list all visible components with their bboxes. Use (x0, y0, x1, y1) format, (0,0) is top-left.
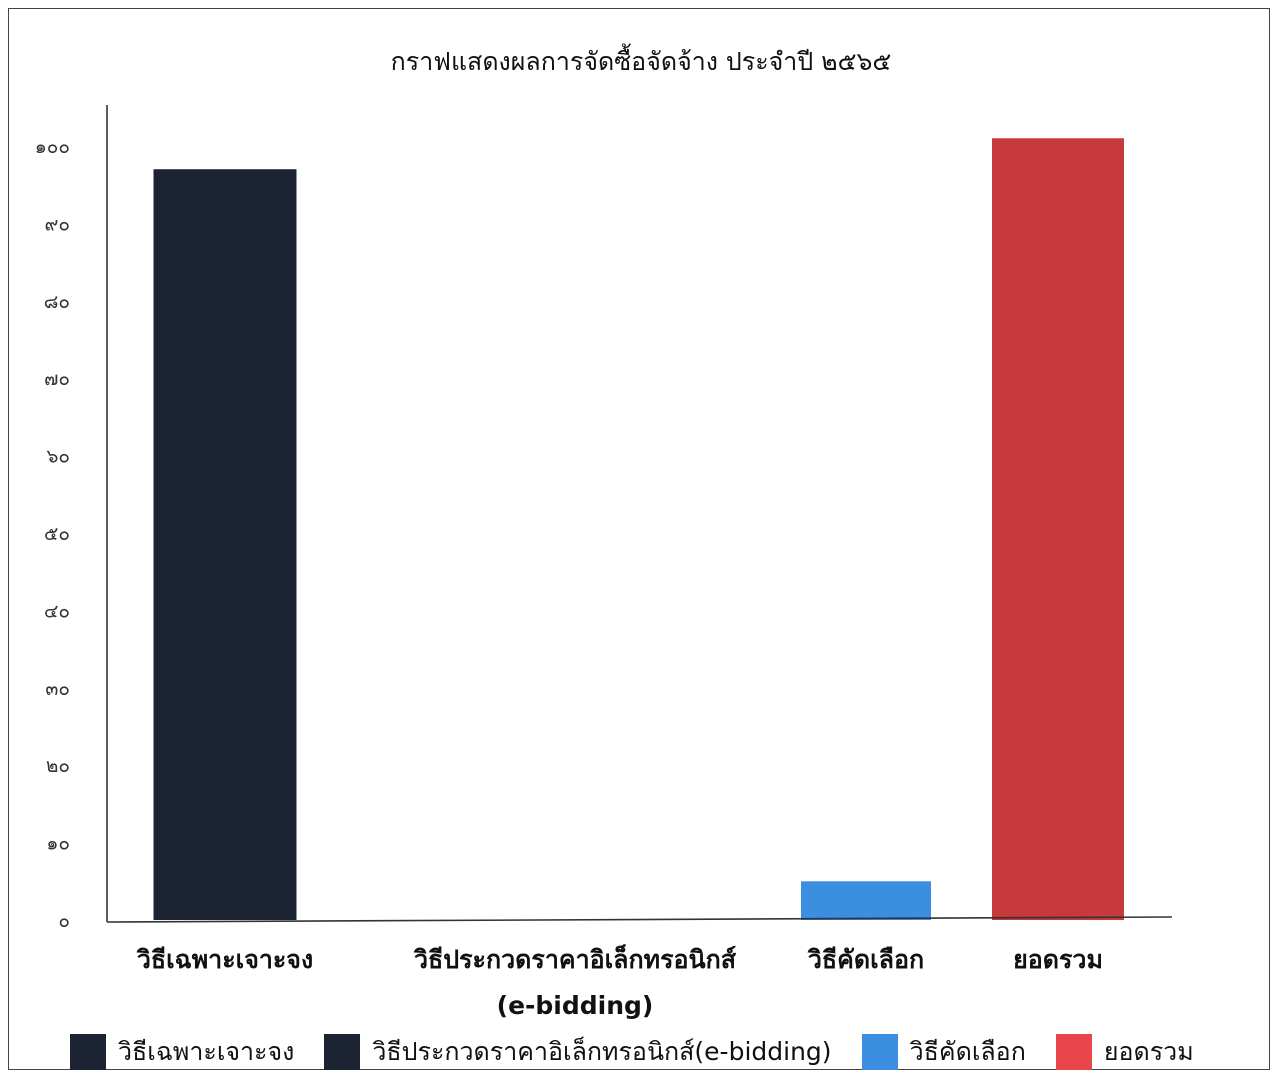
y-tick-label: ๒๐ (46, 755, 70, 777)
legend: วิธีเฉพาะเจาะจง วิธีประกวดราคาอิเล็กทรอนิ… (70, 1030, 1250, 1074)
x-tick-label: วิธีประกวดราคาอิเล็กทรอนิกส์ (e-bidding) (365, 937, 785, 1029)
y-tick-label: ๐ (58, 910, 70, 932)
x-tick-label-line: วิธีประกวดราคาอิเล็กทรอนิกส์ (413, 945, 737, 974)
y-tick-label: ๗๐ (44, 368, 70, 390)
legend-label: วิธีคัดเลือก (909, 1037, 1026, 1066)
bar-1 (153, 169, 297, 921)
x-tick-label: ยอดรวม (848, 937, 1268, 983)
legend-swatch (1055, 1034, 1092, 1070)
y-tick-label: ๑๐๐ (35, 136, 70, 158)
y-tick-label: ๓๐ (45, 678, 70, 700)
legend-item: ยอดรวม (1055, 1032, 1194, 1072)
legend-swatch (861, 1034, 898, 1070)
bar-3 (801, 881, 931, 920)
y-tick-label: ๙๐ (44, 213, 70, 235)
x-tick-label-line: วิธีคัดเลือก (807, 945, 925, 974)
legend-item: วิธีเฉพาะเจาะจง (70, 1032, 294, 1072)
legend-label: วิธีประกวดราคาอิเล็กทรอนิกส์(e-bidding) (372, 1037, 832, 1066)
x-tick-label-line: วิธีเฉพาะเจาะจง (136, 945, 314, 974)
x-tick-label: วิธีคัดเลือก (656, 937, 1076, 983)
x-axis-line (106, 916, 1173, 923)
x-tick-label: วิธีเฉพาะเจาะจง (15, 937, 435, 983)
legend-label: วิธีเฉพาะเจาะจง (118, 1037, 295, 1066)
legend-item: วิธีประกวดราคาอิเล็กทรอนิกส์(e-bidding) (324, 1032, 832, 1072)
y-tick-label: ๑๐ (46, 833, 70, 855)
y-tick-label: ๖๐ (46, 446, 70, 468)
y-tick-label: ๔๐ (44, 600, 70, 622)
legend-label: ยอดรวม (1103, 1037, 1194, 1066)
y-tick-label: ๕๐ (44, 523, 70, 545)
legend-swatch (70, 1034, 106, 1070)
y-tick-label: ๘๐ (44, 291, 70, 313)
x-tick-label-line: (e-bidding) (496, 991, 654, 1020)
legend-swatch (324, 1034, 361, 1070)
legend-item: วิธีคัดเลือก (861, 1032, 1026, 1072)
chart-title: กราฟแสดงผลการจัดซื้อจัดจ้าง ประจำปี ๒๕๖๕ (390, 47, 892, 76)
x-tick-label-line: ยอดรวม (1013, 945, 1103, 974)
bar-4 (992, 138, 1124, 920)
